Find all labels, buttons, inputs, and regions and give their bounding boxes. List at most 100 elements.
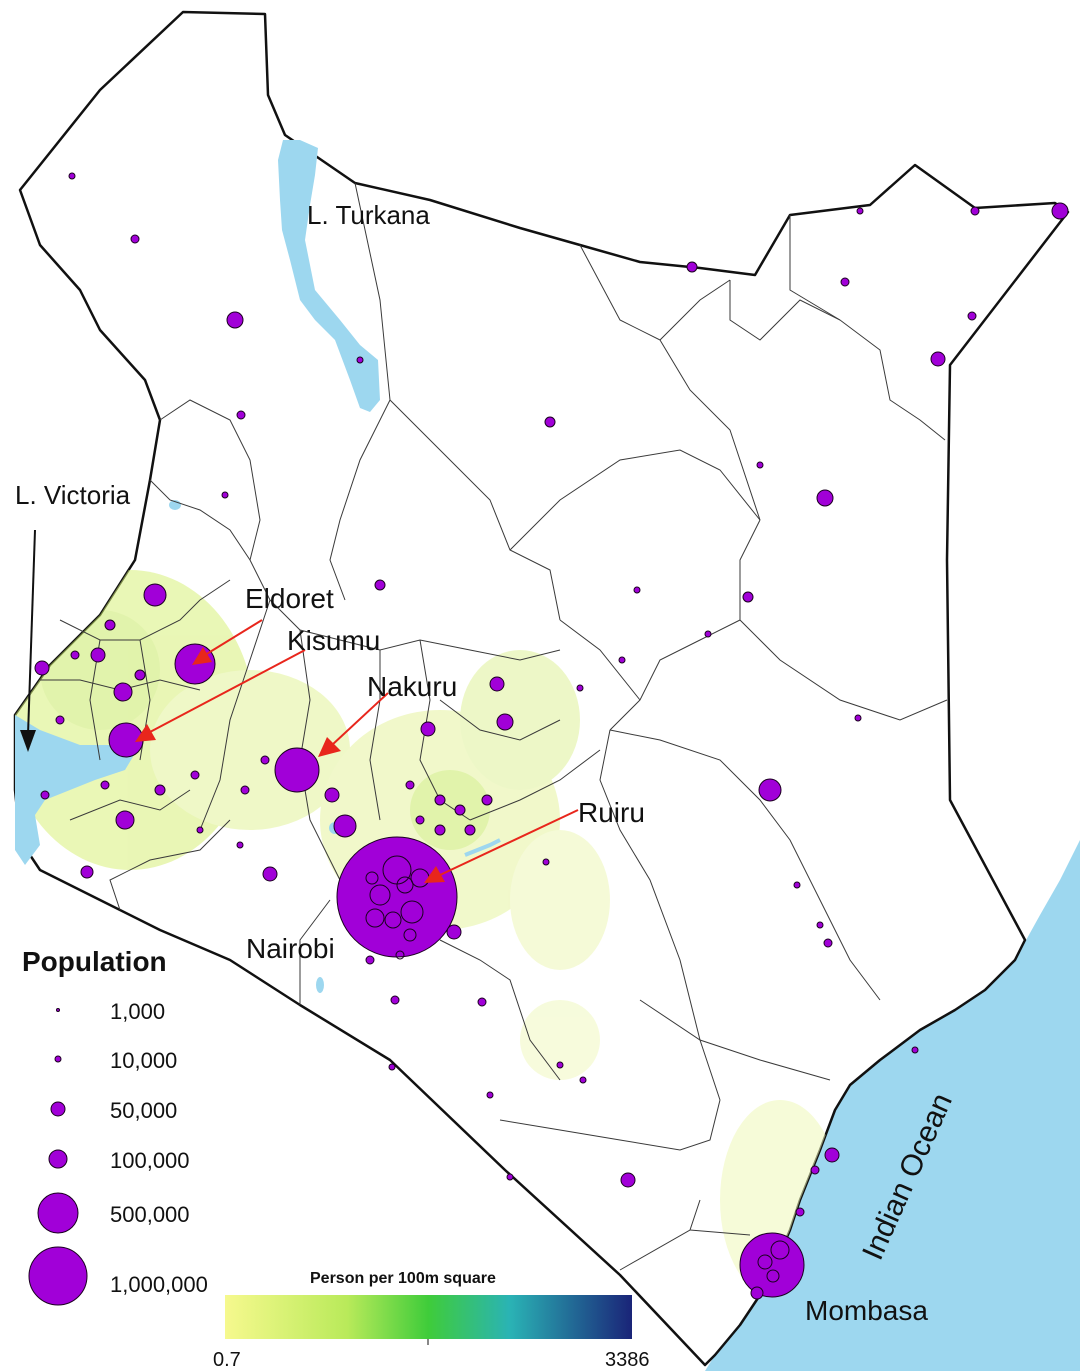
legend-label: 500,000 [110,1202,190,1227]
bubble [236,841,244,849]
bubble [40,790,50,800]
bubble-mandera [1051,202,1069,220]
label-lake-victoria: L. Victoria [15,480,131,510]
bubble [542,858,550,866]
legend-bubble-500000 [37,1192,79,1234]
bubble [446,924,462,940]
lake-magadi [316,977,324,993]
kisumu-arrowhead [135,724,156,742]
bubble [840,277,850,287]
indian-ocean [705,840,1080,1371]
bubble [967,311,977,321]
bubble [70,650,80,660]
legend-label: 1,000,000 [110,1272,208,1297]
bubble [236,410,246,420]
bubble [55,715,65,725]
bubble [388,1063,396,1071]
label-ruiru: Ruiru [578,797,645,828]
arrows [20,529,579,883]
bubble [793,881,801,889]
bubble [221,491,229,499]
bubble [750,1286,764,1300]
bubble [489,676,505,692]
bubble-garissa [758,778,782,802]
bubble [356,356,364,364]
bubble [405,780,415,790]
bubble [486,1091,494,1099]
bubble [506,1173,514,1181]
label-nairobi: Nairobi [246,933,335,964]
bubble [930,351,946,367]
density-legend: Person per 100m square 0.7 3386 [213,1270,650,1371]
bubble [100,780,110,790]
bubble [756,461,764,469]
bubble-nakuru [274,747,320,793]
bubble [810,1165,820,1175]
label-mombasa: Mombasa [805,1295,928,1326]
population-bubbles [34,172,1069,1300]
bubble [434,824,446,836]
bubble-naivasha [333,814,357,838]
bubble-kitale [143,583,167,607]
bubble [415,815,425,825]
bubble [390,995,400,1005]
bubble [90,647,106,663]
bubble [686,261,698,273]
legend-bubble-10000 [54,1055,62,1063]
legend-label: 10,000 [110,1048,177,1073]
kisumu-arrow [149,649,306,733]
bubble [324,787,340,803]
bubble [434,794,446,806]
density-colorbar [225,1295,632,1339]
legend-label: 100,000 [110,1148,190,1173]
bubble [816,921,824,929]
bubble [633,586,641,594]
bubble [104,619,116,631]
bubble [113,682,133,702]
dam [464,838,501,857]
legend-bubble-1000000 [28,1246,88,1306]
bubble [481,794,493,806]
legend-label: 50,000 [110,1098,177,1123]
density-min-label: 0.7 [213,1349,241,1371]
label-eldoret: Eldoret [245,583,334,614]
bubble [823,938,833,948]
bubble [190,770,200,780]
bubble [704,630,712,638]
bubble [134,669,146,681]
lake-turkana [278,140,380,412]
bubble [130,234,140,244]
ruiru-arrowhead [424,866,445,883]
victoria-arrow [27,529,36,736]
nakuru-arrowhead [318,737,341,757]
density-legend-title: Person per 100m square [310,1270,496,1287]
bubble [115,810,135,830]
bubble [556,1061,564,1069]
legend-label: 1,000 [110,999,165,1024]
bubble [576,684,584,692]
label-lake-turkana: L. Turkana [307,200,430,230]
bubble [911,1046,919,1054]
county-boundaries [40,182,948,1271]
bubble [477,997,487,1007]
bubble-wajir [816,489,834,507]
bubble [154,784,166,796]
nakuru-arrow [331,692,389,746]
bubble [579,1076,587,1084]
bubble [260,755,270,765]
label-nakuru: Nakuru [367,671,457,702]
lake-victoria [15,715,140,865]
bubble [34,660,50,676]
bubble [196,826,204,834]
density-max-label: 3386 [605,1349,650,1371]
bubble [68,172,76,180]
legend-bubble-50000 [50,1101,66,1117]
bubble [420,721,436,737]
bubble [742,591,754,603]
bubble [970,206,980,216]
bubble [854,714,862,722]
victoria-arrowhead [20,730,36,752]
bubble [365,955,375,965]
legend-bubble-100000 [48,1149,68,1169]
